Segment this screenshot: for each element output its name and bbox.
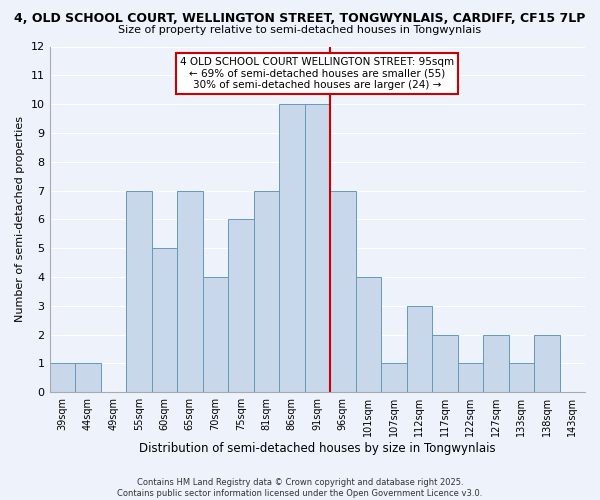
Bar <box>432 334 458 392</box>
Bar <box>483 334 509 392</box>
Bar <box>381 364 407 392</box>
Bar <box>126 190 152 392</box>
Bar <box>75 364 101 392</box>
X-axis label: Distribution of semi-detached houses by size in Tongwynlais: Distribution of semi-detached houses by … <box>139 442 496 455</box>
Y-axis label: Number of semi-detached properties: Number of semi-detached properties <box>15 116 25 322</box>
Bar <box>534 334 560 392</box>
Bar <box>254 190 279 392</box>
Bar <box>228 220 254 392</box>
Bar <box>203 277 228 392</box>
Bar <box>177 190 203 392</box>
Bar <box>407 306 432 392</box>
Bar <box>509 364 534 392</box>
Text: 4 OLD SCHOOL COURT WELLINGTON STREET: 95sqm
← 69% of semi-detached houses are sm: 4 OLD SCHOOL COURT WELLINGTON STREET: 95… <box>180 57 454 90</box>
Bar <box>152 248 177 392</box>
Bar <box>356 277 381 392</box>
Bar <box>458 364 483 392</box>
Text: Size of property relative to semi-detached houses in Tongwynlais: Size of property relative to semi-detach… <box>118 25 482 35</box>
Text: 4, OLD SCHOOL COURT, WELLINGTON STREET, TONGWYNLAIS, CARDIFF, CF15 7LP: 4, OLD SCHOOL COURT, WELLINGTON STREET, … <box>14 12 586 26</box>
Bar <box>305 104 330 392</box>
Text: Contains HM Land Registry data © Crown copyright and database right 2025.
Contai: Contains HM Land Registry data © Crown c… <box>118 478 482 498</box>
Bar <box>50 364 75 392</box>
Bar <box>279 104 305 392</box>
Bar <box>330 190 356 392</box>
